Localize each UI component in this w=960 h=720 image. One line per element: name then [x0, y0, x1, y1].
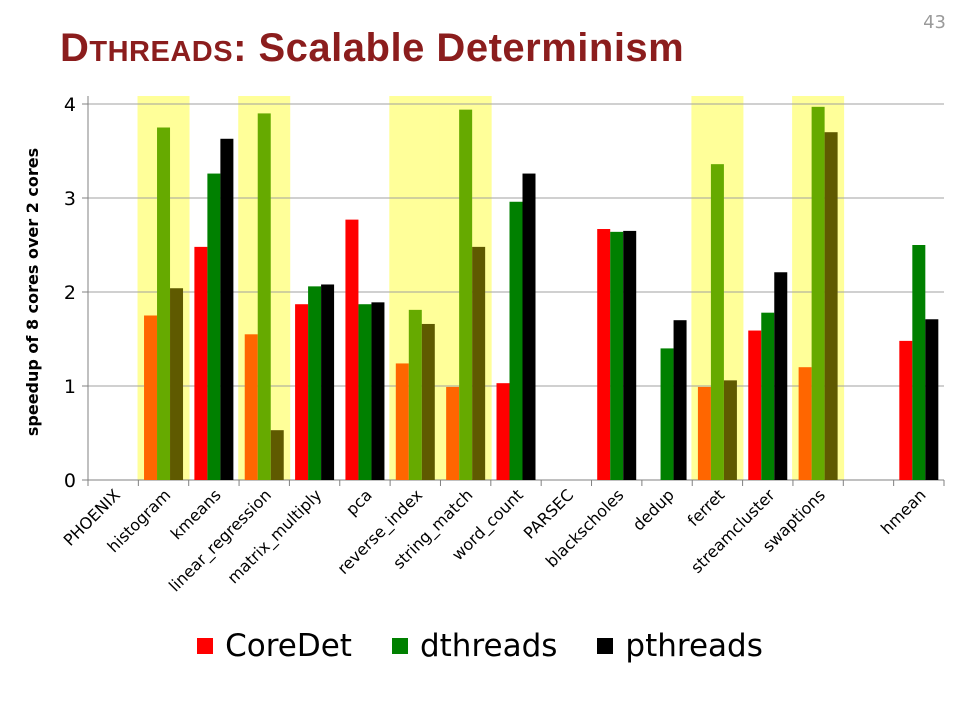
bar-coredet-linear_regression — [244, 334, 258, 480]
bar-pthreads-word_count — [522, 173, 536, 480]
bar-coredet-reverse_index — [395, 363, 409, 480]
y-axis-label: speedup of 8 cores over 2 cores — [23, 148, 42, 436]
bar-pthreads-blackscholes — [623, 230, 637, 480]
bar-pthreads-ferret — [723, 380, 737, 480]
bar-pthreads-hmean — [925, 319, 939, 480]
bar-dthreads-string_match — [459, 109, 473, 480]
bar-dthreads-ferret — [710, 164, 724, 480]
legend-item-dthreads: dthreads — [391, 628, 558, 664]
slide-title: DTHREADS: Scalable Determinism — [60, 26, 685, 70]
y-tick-label: 1 — [64, 376, 76, 398]
bar-dthreads-word_count — [509, 201, 523, 480]
bar-pthreads-pca — [371, 302, 385, 480]
bar-coredet-matrix_multiply — [295, 304, 309, 480]
legend-item-pthreads: pthreads — [597, 628, 763, 664]
bar-coredet-streamcluster — [748, 330, 762, 480]
bar-dthreads-blackscholes — [610, 231, 624, 480]
bar-pthreads-reverse_index — [421, 323, 435, 480]
bar-coredet-string_match — [446, 386, 460, 480]
bar-dthreads-kmeans — [207, 173, 221, 480]
bar-dthreads-swaptions — [811, 106, 825, 480]
x-tick-label: hmean — [877, 485, 930, 538]
x-tick-label: ferret — [684, 485, 729, 530]
bar-dthreads-streamcluster — [761, 312, 775, 480]
bar-dthreads-pca — [358, 304, 372, 480]
bar-coredet-blackscholes — [597, 229, 611, 480]
legend-item-coredet: CoreDet — [197, 628, 352, 664]
y-tick-label: 0 — [64, 470, 76, 492]
bar-dthreads-linear_regression — [257, 113, 271, 481]
y-tick-label: 4 — [64, 94, 76, 116]
legend-swatch-coredet — [197, 638, 214, 654]
x-tick-label: matrix_multiply — [224, 485, 327, 588]
bar-pthreads-dedup — [673, 320, 687, 480]
chart-legend: CoreDet dthreads pthreads — [0, 628, 960, 664]
legend-swatch-dthreads — [391, 638, 408, 654]
bar-coredet-hmean — [899, 340, 913, 480]
legend-swatch-pthreads — [597, 638, 614, 654]
bar-coredet-word_count — [496, 383, 510, 480]
legend-label-dthreads: dthreads — [419, 628, 558, 664]
bar-pthreads-swaptions — [824, 132, 838, 480]
bar-dthreads-reverse_index — [408, 309, 422, 480]
y-tick-label: 2 — [64, 282, 76, 304]
slide-number: 43 — [923, 12, 946, 33]
bar-pthreads-kmeans — [220, 138, 234, 480]
y-tick-label: 3 — [64, 188, 76, 210]
bar-dthreads-matrix_multiply — [308, 286, 322, 480]
x-tick-label: pca — [342, 485, 376, 519]
legend-label-coredet: CoreDet — [225, 628, 352, 664]
bar-pthreads-streamcluster — [774, 272, 788, 480]
x-tick-label: dedup — [629, 485, 678, 534]
bar-pthreads-linear_regression — [270, 430, 284, 480]
bar-pthreads-matrix_multiply — [321, 284, 335, 480]
bar-dthreads-hmean — [912, 245, 926, 480]
bar-coredet-kmeans — [194, 246, 208, 480]
bar-coredet-pca — [345, 219, 359, 480]
bar-pthreads-string_match — [472, 246, 486, 480]
bar-coredet-histogram — [144, 315, 158, 480]
bar-dthreads-dedup — [660, 348, 674, 480]
bar-dthreads-histogram — [157, 127, 171, 480]
bar-coredet-ferret — [697, 386, 711, 480]
bar-pthreads-histogram — [170, 288, 184, 480]
bar-coredet-swaptions — [798, 367, 812, 480]
legend-label-pthreads: pthreads — [625, 628, 763, 664]
